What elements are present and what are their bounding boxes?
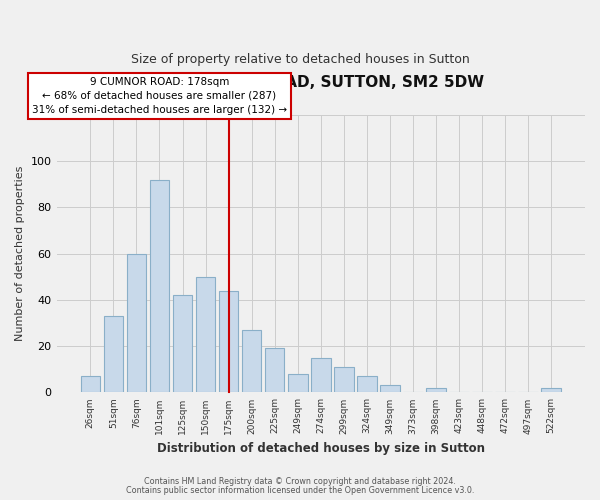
Y-axis label: Number of detached properties: Number of detached properties [15, 166, 25, 342]
X-axis label: Distribution of detached houses by size in Sutton: Distribution of detached houses by size … [157, 442, 485, 455]
Text: Contains HM Land Registry data © Crown copyright and database right 2024.: Contains HM Land Registry data © Crown c… [144, 477, 456, 486]
Bar [357, 376, 377, 392]
Bar [334, 367, 353, 392]
Bar [311, 358, 331, 392]
Bar [80, 376, 100, 392]
Title: 9, CUMNOR ROAD, SUTTON, SM2 5DW: 9, CUMNOR ROAD, SUTTON, SM2 5DW [158, 75, 484, 90]
Text: Contains public sector information licensed under the Open Government Licence v3: Contains public sector information licen… [126, 486, 474, 495]
Bar [149, 180, 169, 392]
Bar [265, 348, 284, 393]
Bar [104, 316, 123, 392]
Text: 9 CUMNOR ROAD: 178sqm
← 68% of detached houses are smaller (287)
31% of semi-det: 9 CUMNOR ROAD: 178sqm ← 68% of detached … [32, 77, 287, 115]
Bar [380, 386, 400, 392]
Bar [242, 330, 262, 392]
Bar [196, 276, 215, 392]
Text: Size of property relative to detached houses in Sutton: Size of property relative to detached ho… [131, 52, 469, 66]
Bar [127, 254, 146, 392]
Bar [541, 388, 561, 392]
Bar [426, 388, 446, 392]
Bar [219, 290, 238, 392]
Bar [173, 296, 193, 392]
Bar [288, 374, 308, 392]
